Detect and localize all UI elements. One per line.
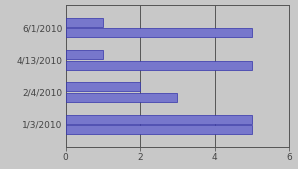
- Bar: [66, 18, 103, 27]
- Bar: [66, 28, 252, 38]
- Bar: [66, 93, 177, 102]
- Bar: [66, 125, 252, 134]
- Bar: [66, 50, 103, 59]
- Bar: [66, 61, 252, 70]
- Bar: [66, 115, 252, 124]
- Bar: [66, 82, 140, 91]
